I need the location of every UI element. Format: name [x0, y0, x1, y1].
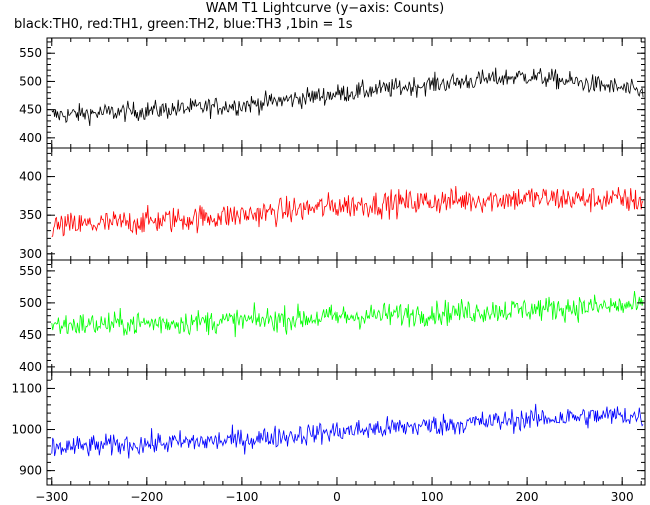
- x-tick-label: 300: [611, 490, 634, 504]
- y-tick-label: 400: [19, 360, 42, 374]
- x-tick-label: 200: [516, 490, 539, 504]
- y-tick-label: 450: [19, 328, 42, 342]
- series-line-th1: [51, 185, 644, 238]
- panel-frame: [46, 371, 646, 486]
- series-line-th2: [51, 290, 644, 338]
- y-tick-label: 400: [19, 170, 42, 184]
- x-tick-label: −100: [225, 490, 258, 504]
- x-tick-label: 0: [333, 490, 341, 504]
- y-tick-label: 1100: [11, 381, 42, 395]
- x-tick-label: 100: [421, 490, 444, 504]
- y-tick-label: 400: [19, 131, 42, 145]
- y-tick-label: 500: [19, 74, 42, 88]
- y-tick-label: 900: [19, 464, 42, 478]
- panel-frame: [46, 37, 646, 149]
- y-tick-label: 500: [19, 296, 42, 310]
- chart-subtitle: black:TH0, red:TH1, green:TH2, blue:TH3 …: [14, 17, 353, 32]
- y-tick-label: 450: [19, 103, 42, 117]
- series-line-th3: [51, 403, 644, 459]
- x-tick-label: −200: [130, 490, 163, 504]
- y-tick-label: 1000: [11, 423, 42, 437]
- x-tick-label: −300: [35, 490, 68, 504]
- y-tick-label: 550: [19, 264, 42, 278]
- y-tick-label: 550: [19, 46, 42, 60]
- y-tick-label: 350: [19, 208, 42, 222]
- y-tick-label: 300: [19, 247, 42, 261]
- chart-title: WAM T1 Lightcurve (y−axis: Counts): [205, 1, 445, 16]
- series-line-th0: [51, 67, 644, 127]
